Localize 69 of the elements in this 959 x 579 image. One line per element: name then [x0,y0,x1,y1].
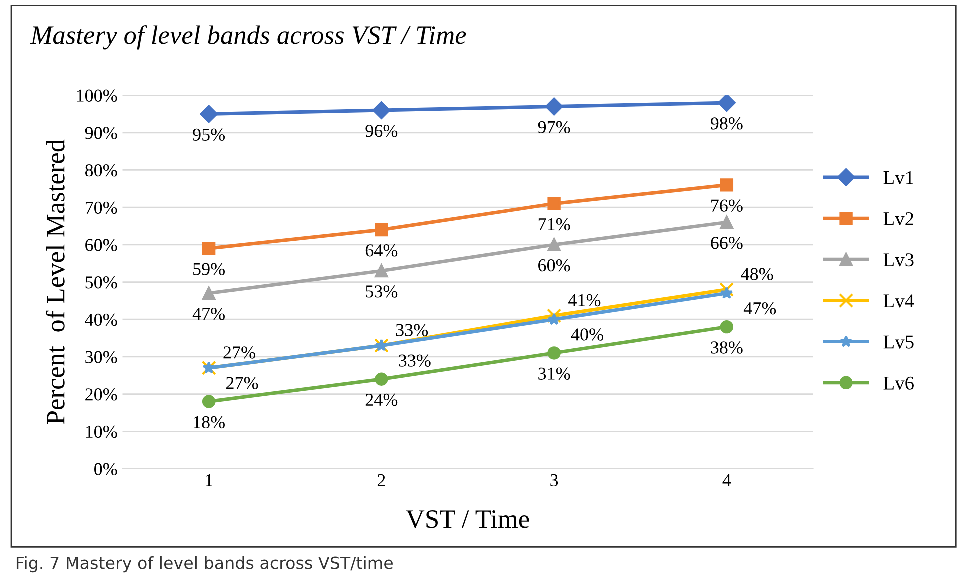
data-label: 64% [366,244,398,257]
y-tick-label: 0% [94,463,118,476]
data-label: 27% [224,346,256,359]
y-tick-label: 90% [85,127,118,140]
y-tick-label: 100% [77,90,118,102]
y-tick-label: 70% [86,202,118,214]
point [202,395,216,408]
y-tick-label: 60% [86,239,118,252]
y-tick-label: 50% [86,276,118,289]
legend-label: Lv4 [884,294,914,308]
point [375,223,388,237]
legend-label: Lv3 [884,254,914,267]
data-label: 59% [194,263,225,276]
point [720,216,734,230]
point [372,102,391,120]
point [202,242,216,256]
data-label: 33% [399,354,431,367]
point [375,372,388,386]
point [202,286,216,300]
y-tick-label: 20% [86,388,118,401]
data-label: 53% [366,286,398,298]
data-label: 41% [568,294,601,307]
data-label: 27% [226,377,258,390]
y-axis-title: Percent of Level Mastered [46,140,65,424]
data-label: 38% [711,342,743,354]
legend-label: Lv6 [884,376,914,390]
x-tick-label: 1 [206,474,212,486]
data-label: 47% [744,302,776,315]
point [545,98,564,116]
data-label: 95% [193,128,225,142]
y-tick-label: 40% [85,314,118,326]
x-tick-label: 2 [378,474,386,486]
data-label: 97% [538,121,570,134]
point [548,346,561,360]
data-label: 40% [571,328,604,341]
point [718,96,736,112]
point [547,308,562,324]
data-label: 66% [711,237,743,250]
data-label: 48% [741,268,774,280]
y-tick-label: 10% [86,426,118,438]
point [375,264,388,278]
point [548,313,561,326]
point [200,105,218,124]
legend-label: Lv2 [884,212,914,226]
caption: Fig. 7 Mastery of level bands across VST/time [16,556,393,573]
data-label: 47% [192,308,225,320]
x-axis-title: VST / Time [406,510,530,528]
data-label: 24% [366,394,398,406]
data-label: 71% [538,218,570,231]
point [720,286,734,300]
legend-label: Lv1 [884,171,914,184]
chart-title: Mastery of level bands across VST / Time [30,26,466,50]
data-label: 33% [396,324,428,336]
y-tick-label: 80% [85,164,118,177]
data-label: 60% [538,259,570,272]
x-tick-label: 3 [550,474,558,487]
data-label: 76% [712,200,743,212]
point [548,238,561,252]
data-label: 98% [710,118,743,130]
data-label: 31% [538,368,570,380]
point [720,178,734,192]
point [548,197,561,210]
x-tick-label: 4 [722,474,732,486]
legend-label: Lv5 [884,336,914,349]
data-label: 18% [194,416,225,429]
y-tick-label: 30% [86,351,118,364]
point [720,282,734,298]
point [720,320,734,334]
data-label: 96% [366,125,398,138]
